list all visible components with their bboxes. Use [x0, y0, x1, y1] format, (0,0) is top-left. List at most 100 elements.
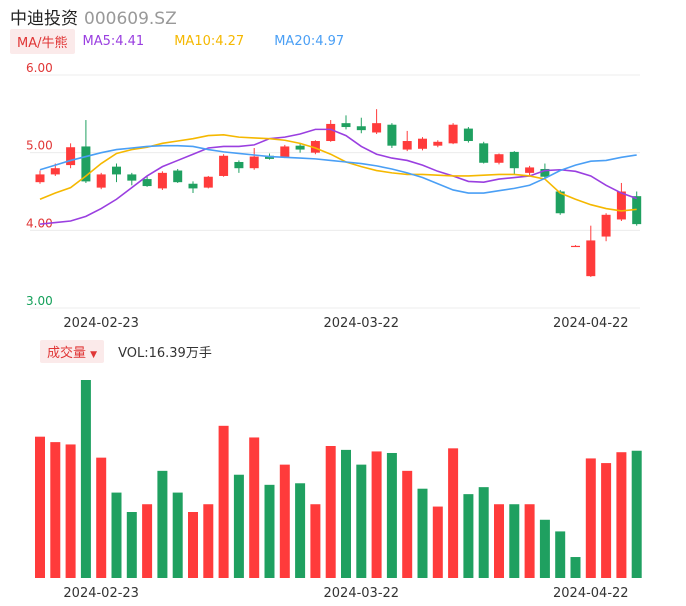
volume-bar: [249, 437, 260, 578]
candle-body: [540, 168, 550, 177]
volume-bar: [631, 450, 642, 578]
volume-bar: [203, 504, 214, 578]
candle-body: [112, 166, 121, 175]
candle-body: [402, 141, 412, 150]
candle-body: [494, 154, 504, 163]
candle-body: [571, 245, 580, 248]
ma5-line: [39, 128, 637, 225]
volume-bar: [50, 442, 61, 578]
candle-body: [66, 147, 76, 166]
candle-body: [448, 124, 458, 144]
volume-bar: [417, 488, 428, 578]
volume-value: VOL:16.39万手: [118, 345, 212, 361]
candle-body: [525, 167, 535, 173]
candle-body: [418, 138, 427, 149]
price-tick-label: 6.00: [26, 61, 53, 75]
candle-body: [372, 123, 382, 133]
volume-bar: [570, 557, 581, 578]
candle-body: [341, 123, 351, 128]
volume-bar: [295, 483, 306, 578]
candle-body: [433, 141, 443, 146]
candle-body: [50, 168, 60, 175]
volume-bar: [279, 464, 290, 578]
candle-body: [142, 179, 152, 187]
candle-body: [387, 124, 397, 146]
price-tick-label: 5.00: [26, 139, 53, 153]
volume-bar: [539, 519, 550, 578]
candle-body: [249, 156, 259, 169]
volume-date-label: 2024-03-22: [324, 586, 400, 601]
volume-date-label: 2024-02-23: [63, 586, 139, 601]
volume-bar: [356, 464, 367, 578]
stock-code: 000609.SZ: [84, 9, 177, 29]
candle-body: [35, 174, 45, 183]
candle-body: [81, 146, 91, 182]
ma-mode-button[interactable]: MA/牛熊: [10, 28, 75, 54]
ma10-label: MA10:4.27: [174, 33, 245, 49]
date-axis-label: 2024-02-23: [63, 316, 139, 331]
volume-bar: [188, 512, 198, 578]
candle-body: [586, 240, 596, 277]
volume-bar: [601, 463, 612, 578]
candle-body: [280, 146, 290, 158]
volume-bar: [157, 470, 168, 578]
ma20-line: [39, 144, 637, 194]
volume-bar: [402, 470, 413, 578]
volume-bar: [35, 436, 45, 578]
volume-bar: [494, 504, 504, 578]
volume-bar: [96, 457, 107, 578]
ma10-line: [39, 134, 637, 212]
volume-bar: [524, 504, 535, 578]
candle-body: [219, 155, 229, 176]
candle-body: [173, 170, 183, 183]
volume-bar: [325, 446, 336, 578]
volume-bar: [310, 504, 321, 578]
candle-body: [356, 126, 366, 131]
candle-body: [127, 174, 137, 181]
candle-body: [203, 176, 213, 188]
stock-name: 中迪投资: [10, 9, 78, 29]
ma20-label: MA20:4.97: [274, 33, 345, 49]
volume-bar: [111, 492, 122, 578]
volume-bar: [432, 506, 443, 578]
ma-legend: MA/牛熊 MA5:4.41 MA10:4.27 MA20:4.97: [10, 28, 374, 54]
candle-body: [326, 123, 336, 142]
volume-legend: 成交量 ▼ VOL:16.39万手: [40, 339, 212, 363]
volume-bar: [371, 451, 382, 578]
volume-bar: [555, 531, 566, 578]
candle-body: [601, 214, 611, 237]
candle-body: [234, 161, 244, 169]
volume-date-label: 2024-04-22: [553, 586, 629, 601]
volume-bar: [80, 380, 91, 578]
candle-body: [616, 191, 626, 220]
volume-bar: [65, 444, 76, 578]
stock-title: 中迪投资 000609.SZ: [10, 4, 177, 29]
volume-indicator-dropdown[interactable]: 成交量 ▼: [40, 339, 105, 363]
volume-bar: [142, 504, 153, 578]
dropdown-arrow-icon: ▼: [90, 349, 98, 360]
date-axis-label: 2024-03-22: [324, 316, 400, 331]
candle-body: [188, 183, 198, 189]
volume-bar: [126, 512, 137, 578]
volume-bar: [386, 452, 397, 578]
candle-body: [509, 151, 519, 169]
volume-bar: [233, 474, 244, 578]
volume-bar: [172, 492, 183, 578]
candle-body: [295, 145, 305, 150]
candle-body: [479, 143, 489, 163]
volume-bar: [478, 487, 489, 578]
volume-bar: [218, 425, 229, 578]
volume-bar: [448, 448, 459, 578]
volume-bar: [264, 484, 275, 578]
date-axis-label: 2024-04-22: [553, 316, 629, 331]
volume-tag-label: 成交量: [47, 345, 87, 361]
volume-bar: [509, 504, 520, 578]
candle-body: [555, 191, 565, 214]
ma5-label: MA5:4.41: [82, 33, 145, 49]
candle-body: [463, 128, 473, 142]
volume-bar: [463, 494, 474, 578]
volume-bar: [616, 452, 627, 578]
volume-bar: [341, 449, 351, 578]
volume-bar: [585, 458, 596, 578]
